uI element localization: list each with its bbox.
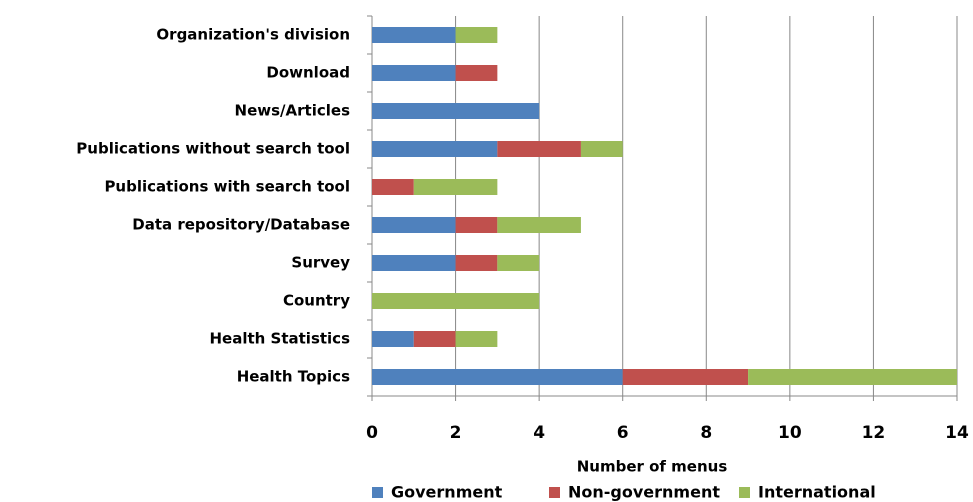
bar [372,27,456,43]
bar [372,141,498,157]
bar [455,331,498,347]
y-tick-label: Survey [291,254,350,272]
bar [372,103,540,119]
x-tick-label: 12 [862,423,886,443]
y-tick-label: Organization's division [156,26,350,44]
bar [372,293,540,309]
x-tick-label: 14 [945,423,969,443]
bar [372,255,456,271]
bar [748,369,957,385]
x-tick-label: 4 [533,423,545,443]
y-tick-label: Publications without search tool [76,140,350,158]
x-tick-label: 10 [778,423,802,443]
bar [455,65,498,81]
legend-label: Government [391,483,503,502]
bar [455,27,498,43]
bar [497,141,581,157]
y-tick-label: Publications with search tool [104,178,350,196]
x-tick-label: 8 [700,423,712,443]
bar [497,217,581,233]
x-tick-label: 0 [366,423,378,443]
legend-label: International [758,483,876,502]
x-tick-label: 6 [617,423,629,443]
bar [622,369,749,385]
bar [413,331,456,347]
bar [372,369,623,385]
bar [372,65,456,81]
bar [372,179,414,195]
bar [580,141,623,157]
x-tick-label: 2 [450,423,462,443]
y-tick-label: Health Topics [237,368,350,386]
y-tick-label: Download [266,64,350,82]
y-tick-label: News/Articles [235,102,351,120]
y-tick-label: Health Statistics [209,330,350,348]
bar [372,217,456,233]
y-tick-label: Country [283,292,350,310]
y-tick-label: Data repository/Database [132,216,350,234]
bar [413,179,498,195]
legend-swatch [739,487,750,498]
bar [372,331,414,347]
legend-swatch [549,487,560,498]
legend-label: Non-government [568,483,720,502]
bar [455,217,498,233]
bar [455,255,498,271]
bar [497,255,540,271]
x-axis-label: Number of menus [577,458,728,476]
legend-swatch [372,487,383,498]
